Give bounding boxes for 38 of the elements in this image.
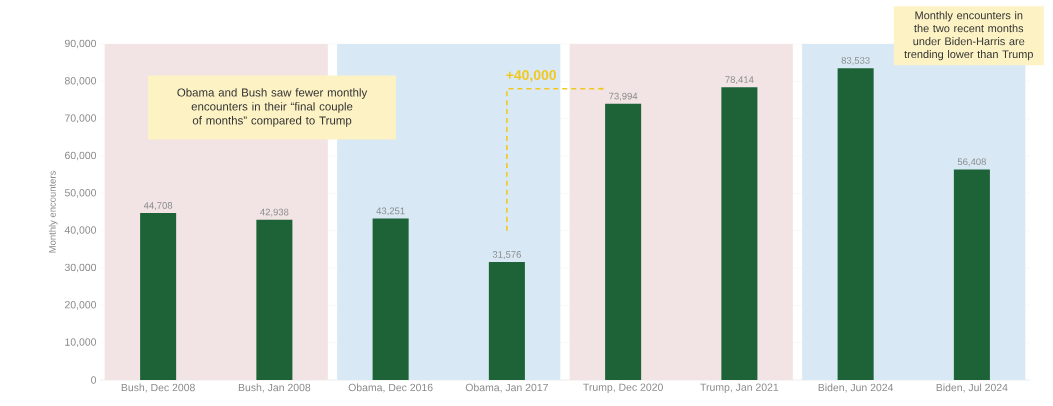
bar	[837, 68, 874, 380]
data-label: 83,533	[841, 57, 870, 65]
x-tick-label: Bush, Jan 2008	[238, 383, 311, 393]
data-label: 43,251	[376, 207, 405, 216]
y-tick-label: 50,000	[64, 189, 97, 198]
y-tick-label: 0	[91, 376, 97, 384]
data-label: 44,708	[143, 202, 173, 210]
x-tick-label: Bush, Dec 2008	[121, 383, 195, 393]
y-tick-label: 60,000	[65, 151, 97, 161]
bar	[372, 218, 409, 380]
y-tick-label: 80,000	[64, 77, 97, 86]
y-tick-label: 70,000	[65, 114, 97, 123]
annotation: Monthly encounters in the two recent months under Biden-Harris are trending lower than Trump	[904, 11, 1033, 61]
data-label: 56,408	[957, 158, 986, 167]
data-label: 42,938	[260, 208, 289, 217]
y-tick-label: 40,000	[64, 226, 97, 235]
x-tick-label: Biden, Jul 2024	[936, 383, 1008, 393]
y-tick-label: 90,000	[64, 39, 97, 49]
x-tick-label: Obama, Jan 2017	[465, 383, 548, 393]
x-tick-label: Trump, Dec 2020	[583, 383, 663, 393]
y-tick-label: 30,000	[64, 263, 97, 273]
bar	[256, 219, 293, 380]
x-tick-label: Obama, Dec 2016	[348, 383, 433, 393]
x-tick-label: Biden, Jun 2024	[818, 383, 894, 393]
bar	[488, 262, 525, 380]
bar	[721, 87, 758, 380]
bar	[605, 103, 642, 380]
data-label: 31,576	[492, 251, 521, 259]
x-tick-label: Trump, Jan 2021	[700, 383, 779, 393]
y-tick-label: 10,000	[65, 338, 97, 347]
annotation: Obama and Bush saw fewer monthly encounters in their “final couple of months” compared to Trump	[177, 88, 368, 127]
data-label: 78,414	[725, 76, 754, 85]
y-tick-label: 20,000	[65, 301, 97, 310]
data-label: 73,994	[609, 92, 638, 101]
y-axis-title: Monthly encounters	[48, 171, 58, 253]
annotation: +40,000	[506, 70, 556, 82]
bar	[953, 169, 990, 380]
bar	[140, 213, 177, 380]
